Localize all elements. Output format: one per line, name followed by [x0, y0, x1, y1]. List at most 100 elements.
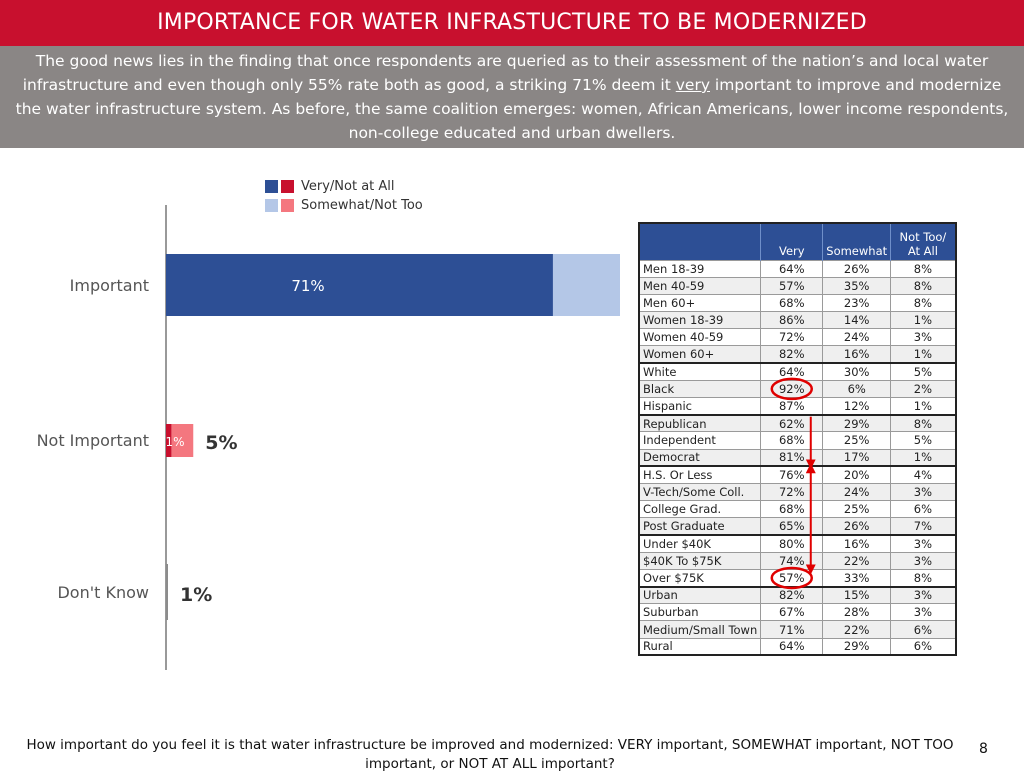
table-row: Republican 62% 29% 8% — [638, 413, 957, 433]
table-row: Democrat 81% 17% 1% — [638, 448, 957, 467]
subtitle-text-1: The good news lies in the finding that o… — [22, 52, 989, 94]
cell-somewhat: 33% — [822, 568, 892, 588]
table-row: Men 18-39 64% 26% 8% — [638, 259, 957, 278]
cell-very: 86% — [760, 311, 824, 330]
table-row: H.S. Or Less 76% 20% 4% — [638, 465, 957, 484]
bar-segment — [166, 254, 553, 316]
cell-not: 8% — [890, 568, 957, 588]
cell-very: 64% — [760, 362, 824, 381]
cell-very: 71% — [760, 620, 824, 639]
table-row: Post Graduate 65% 26% 7% — [638, 517, 957, 536]
demographic-table: Very Somewhat Not Too/ At All Men 18-39 6… — [638, 222, 957, 657]
table-row: Independent 68% 25% 5% — [638, 431, 957, 450]
cell-somewhat: 16% — [822, 533, 892, 553]
cell-not: 6% — [890, 620, 957, 639]
table-row: White 64% 30% 5% — [638, 362, 957, 381]
cell-very: 72% — [760, 328, 824, 347]
cell-somewhat: 26% — [822, 259, 892, 278]
cell-not: 1% — [890, 311, 957, 330]
cell-very: 92% — [760, 379, 824, 399]
cell-not: 8% — [890, 293, 957, 313]
cell-somewhat: 24% — [822, 482, 892, 502]
row-label: Men 40-59 — [638, 276, 762, 295]
cell-somewhat: 25% — [822, 500, 892, 519]
cell-somewhat: 30% — [822, 362, 892, 381]
cell-somewhat: 28% — [822, 603, 892, 622]
table-row: Women 60+ 82% 16% 1% — [638, 345, 957, 364]
table-row: V-Tech/Some Coll. 72% 24% 3% — [638, 482, 957, 502]
cell-somewhat: 20% — [822, 465, 892, 484]
cell-not: 8% — [890, 413, 957, 433]
cell-very: 76% — [760, 465, 824, 484]
cell-not: 3% — [890, 585, 957, 605]
cell-very: 68% — [760, 293, 824, 313]
page-number: 8 — [979, 741, 988, 757]
cell-not: 1% — [890, 396, 957, 416]
legend-swatch-blue — [265, 180, 278, 193]
cell-not: 3% — [890, 603, 957, 622]
bar-total-label: 1% — [180, 584, 212, 606]
table-row: Men 60+ 68% 23% 8% — [638, 293, 957, 313]
subtitle-emphasis: very — [675, 76, 710, 94]
legend-swatch-red — [281, 180, 294, 193]
row-label: Women 40-59 — [638, 328, 762, 347]
table-header-group — [638, 223, 761, 260]
bar-inner-label: 1% — [165, 435, 184, 449]
table-row: Women 18-39 86% 14% 1% — [638, 311, 957, 330]
legend-item-somewhat: Somewhat/Not Too — [265, 196, 423, 215]
row-label: Women 60+ — [638, 345, 762, 364]
cell-very: 62% — [760, 413, 824, 433]
table-row: Men 40-59 57% 35% 8% — [638, 276, 957, 295]
table-row: Women 40-59 72% 24% 3% — [638, 328, 957, 347]
cell-somewhat: 26% — [822, 517, 892, 536]
cell-somewhat: 23% — [822, 293, 892, 313]
category-label: Don't Know — [57, 583, 149, 602]
legend-swatch-light-blue — [265, 199, 278, 212]
category-label: Not Important — [37, 431, 149, 450]
cell-not: 3% — [890, 551, 957, 570]
row-label: Hispanic — [638, 396, 762, 416]
row-label: Independent — [638, 431, 762, 450]
cell-somewhat: 24% — [822, 328, 892, 347]
cell-somewhat: 22% — [822, 620, 892, 639]
legend-label-very: Very/Not at All — [301, 179, 395, 194]
cell-not: 3% — [890, 482, 957, 502]
chart-legend: Very/Not at All Somewhat/Not Too — [265, 177, 423, 215]
cell-very: 64% — [760, 259, 824, 278]
cell-very: 82% — [760, 585, 824, 605]
survey-question: How important do you feel it is that wat… — [26, 737, 954, 772]
row-label: Rural — [638, 637, 762, 656]
table-body: Men 18-39 64% 26% 8% Men 40-59 57% 35% 8% Men 60… — [638, 259, 957, 656]
legend-swatch-pink — [281, 199, 294, 212]
cell-not: 4% — [890, 465, 957, 484]
cell-very: 80% — [760, 533, 824, 553]
cell-somewhat: 17% — [822, 448, 892, 467]
table-row: Hispanic 87% 12% 1% — [638, 396, 957, 416]
cell-very: 82% — [760, 345, 824, 364]
legend-item-very: Very/Not at All — [265, 177, 423, 196]
cell-not: 6% — [890, 637, 957, 656]
cell-not: 7% — [890, 517, 957, 536]
category-label: Important — [70, 276, 149, 295]
cell-not: 5% — [890, 362, 957, 381]
cell-not: 1% — [890, 345, 957, 364]
cell-somewhat: 15% — [822, 585, 892, 605]
cell-very: 57% — [760, 276, 824, 295]
cell-not: 6% — [890, 500, 957, 519]
cell-very: 68% — [760, 431, 824, 450]
row-label: College Grad. — [638, 500, 762, 519]
row-label: $40K To $75K — [638, 551, 762, 570]
subtitle-text-2: important to improve and modernize the w… — [15, 76, 1009, 142]
cell-not: 3% — [890, 533, 957, 553]
table-row: Under $40K 80% 16% 3% — [638, 533, 957, 553]
cell-not: 2% — [890, 379, 957, 399]
bar-segment — [171, 424, 194, 457]
cell-very: 65% — [760, 517, 824, 536]
bar-segment — [552, 254, 620, 316]
slide-subtitle: The good news lies in the finding that o… — [0, 46, 1024, 148]
demographic-table-wrapper: Very Somewhat Not Too/ At All Men 18-39 6… — [638, 222, 957, 657]
cell-very: 67% — [760, 603, 824, 622]
cell-somewhat: 12% — [822, 396, 892, 416]
row-label: Under $40K — [638, 533, 762, 553]
